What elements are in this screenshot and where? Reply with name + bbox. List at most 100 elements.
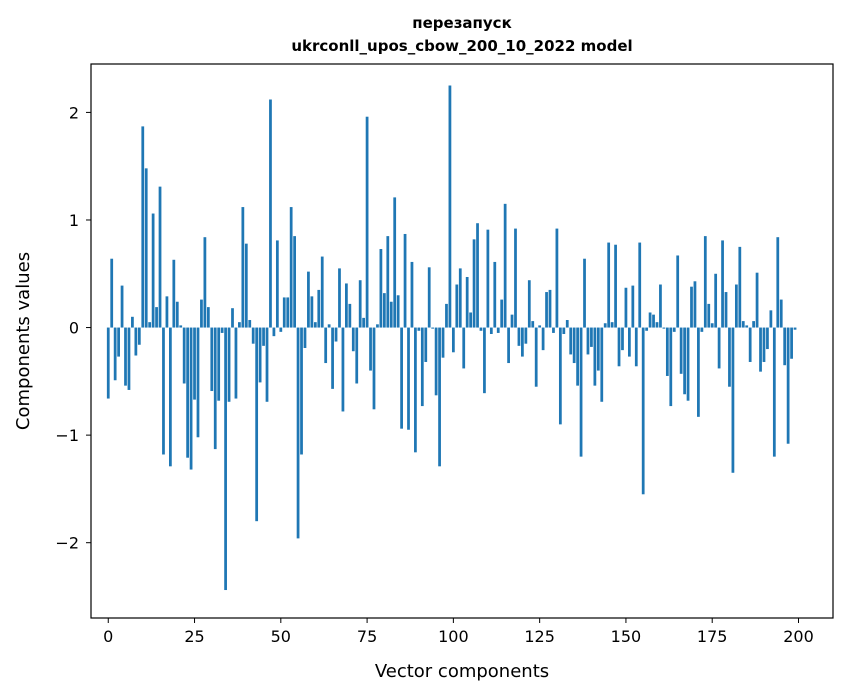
bar	[362, 317, 366, 328]
bar	[645, 327, 649, 331]
chart-title-line2: ukrconll_upos_cbow_200_10_2022 model	[291, 37, 632, 55]
bar	[527, 280, 531, 328]
bar	[531, 321, 535, 328]
bar	[231, 308, 234, 328]
bar	[545, 292, 548, 328]
bar	[628, 327, 631, 357]
bar	[244, 243, 248, 328]
bar	[652, 314, 655, 328]
bar	[210, 327, 214, 392]
bar	[331, 327, 334, 389]
bar	[106, 327, 110, 399]
bar	[117, 327, 120, 357]
bar	[358, 280, 362, 328]
bar	[510, 314, 514, 328]
bar	[548, 289, 552, 328]
bar	[213, 327, 217, 450]
bar	[590, 327, 593, 347]
bar	[465, 276, 469, 328]
bar	[766, 327, 769, 350]
bar	[686, 327, 690, 401]
bar	[379, 249, 383, 328]
bar	[717, 327, 721, 369]
bar	[124, 327, 127, 386]
bar	[182, 327, 186, 384]
bar	[224, 327, 227, 591]
bar	[769, 310, 773, 328]
bar	[158, 186, 162, 328]
bar	[227, 327, 231, 402]
bar	[614, 244, 617, 328]
bar	[514, 228, 517, 328]
bar	[393, 197, 397, 328]
bar	[703, 236, 707, 328]
bar	[303, 327, 307, 348]
bar	[134, 327, 138, 356]
bar	[389, 301, 393, 328]
bar	[403, 233, 407, 328]
y-axis-label: Components values	[13, 252, 34, 430]
bar	[679, 327, 683, 374]
bar	[307, 271, 310, 328]
bar	[427, 267, 431, 328]
bar	[728, 327, 731, 387]
bar	[586, 327, 590, 355]
bar	[555, 228, 559, 328]
bar	[217, 327, 221, 401]
bar	[110, 258, 114, 328]
bar	[206, 307, 210, 328]
bar	[517, 327, 521, 346]
bar	[759, 327, 762, 372]
bar	[324, 327, 328, 364]
bar	[648, 312, 652, 328]
bar	[724, 292, 728, 328]
x-tick-label: 50	[271, 627, 291, 646]
bar	[690, 286, 693, 328]
bar	[572, 327, 576, 364]
y-tick-label: −2	[55, 534, 79, 553]
bar	[631, 285, 635, 328]
bar	[752, 321, 755, 328]
bar	[741, 321, 745, 328]
bar	[410, 261, 414, 328]
bar	[407, 327, 410, 430]
x-axis-label: Vector components	[375, 661, 549, 682]
bar	[583, 258, 586, 328]
bar	[596, 327, 600, 371]
bar	[420, 327, 424, 407]
bar	[317, 289, 321, 328]
bar	[558, 327, 562, 425]
bar	[617, 327, 621, 367]
y-tick-label: 0	[69, 319, 79, 338]
bar	[310, 296, 314, 328]
bar	[710, 323, 714, 328]
bar	[151, 213, 155, 328]
bar	[196, 327, 200, 438]
bar	[279, 327, 283, 332]
bar	[386, 236, 390, 328]
bar	[786, 327, 790, 444]
bar	[479, 327, 483, 331]
bar	[451, 327, 455, 353]
bar	[624, 287, 628, 328]
bar	[241, 207, 245, 328]
bar	[483, 327, 486, 394]
bar	[262, 327, 265, 346]
bar	[372, 327, 376, 410]
bar	[458, 268, 462, 328]
bar	[172, 259, 176, 328]
bar	[486, 229, 490, 328]
bar	[534, 327, 538, 387]
bar	[251, 327, 255, 344]
bar	[524, 327, 528, 344]
bar	[320, 256, 324, 328]
bar	[348, 303, 352, 328]
bar	[286, 297, 290, 328]
bar	[131, 316, 134, 328]
bar	[772, 327, 776, 457]
bar	[731, 327, 735, 473]
bars-group	[106, 85, 797, 591]
bar	[672, 327, 676, 332]
bar	[327, 324, 331, 328]
bar	[489, 327, 493, 334]
